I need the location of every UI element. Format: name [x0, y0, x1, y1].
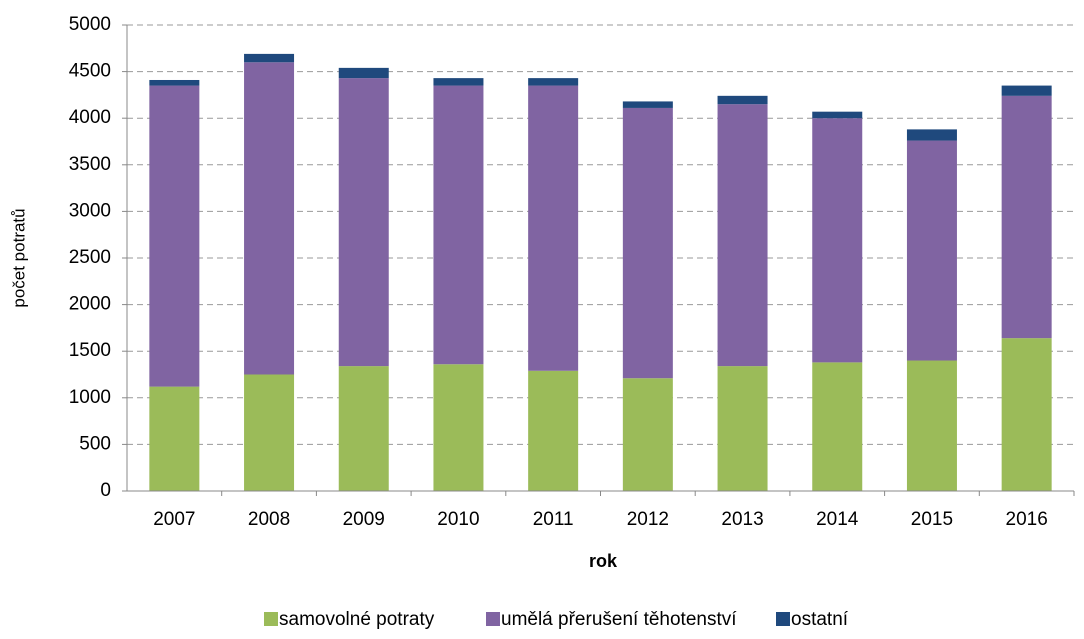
y-tick-label: 5000	[69, 14, 111, 35]
y-tick-label: 3000	[69, 200, 111, 221]
y-tick-label: 2500	[69, 247, 111, 268]
bar-segment	[622, 378, 673, 491]
bar-segment	[717, 104, 768, 367]
legend-swatch	[264, 612, 278, 626]
bar-segment	[906, 129, 957, 141]
y-tick-label: 4500	[69, 61, 111, 82]
legend-label: umělá přerušení těhotenství	[501, 609, 737, 630]
y-tick-label: 500	[79, 433, 111, 454]
bar-segment	[433, 85, 484, 365]
bar-segment	[1001, 95, 1052, 339]
x-tick-label: 2008	[248, 509, 290, 530]
bar-segment	[244, 53, 295, 63]
bar-segment	[622, 107, 673, 379]
bar-segment	[149, 79, 200, 86]
bar-segment	[622, 101, 673, 108]
bar-segment	[149, 85, 200, 387]
bar-segment	[244, 374, 295, 491]
legend-swatch	[486, 612, 500, 626]
bar-segment	[433, 364, 484, 491]
bar-segment	[149, 386, 200, 491]
bar-segment	[338, 366, 389, 491]
x-tick-label: 2009	[343, 509, 385, 530]
bar-segment	[244, 62, 295, 375]
x-tick-label: 2016	[1006, 509, 1048, 530]
bar-segment	[717, 95, 768, 105]
bar-segment	[338, 78, 389, 367]
bar-segment	[906, 140, 957, 361]
bar-segment	[812, 118, 863, 363]
x-tick-label: 2013	[721, 509, 763, 530]
y-tick-label: 0	[100, 480, 111, 501]
x-tick-label: 2014	[816, 509, 859, 530]
legend-swatch	[776, 612, 790, 626]
bar-segment	[433, 78, 484, 86]
x-axis-label: rok	[589, 551, 618, 571]
y-tick-label: 3500	[69, 154, 111, 175]
bar-segment	[717, 366, 768, 491]
y-tick-label: 1500	[69, 340, 111, 361]
x-tick-label: 2007	[153, 509, 195, 530]
bar-segment	[1001, 85, 1052, 96]
y-tick-label: 2000	[69, 294, 111, 315]
bar-segment	[528, 370, 579, 491]
legend-label: ostatní	[791, 609, 849, 630]
x-tick-label: 2011	[533, 509, 574, 530]
bar-segment	[528, 85, 579, 371]
y-tick-label: 1000	[69, 387, 111, 408]
x-tick-label: 2010	[437, 509, 479, 530]
x-tick-label: 2012	[627, 509, 669, 530]
bar-segment	[1001, 338, 1052, 491]
bar-segment	[338, 67, 389, 79]
bar-segment	[812, 362, 863, 491]
legend-label: samovolné potraty	[279, 609, 435, 630]
y-axis-label: počet potratů	[9, 208, 28, 307]
x-tick-label: 2015	[911, 509, 953, 530]
bar-segment	[528, 78, 579, 86]
bar-segment	[906, 360, 957, 491]
bar-segment	[812, 111, 863, 119]
y-tick-label: 4000	[69, 107, 111, 128]
